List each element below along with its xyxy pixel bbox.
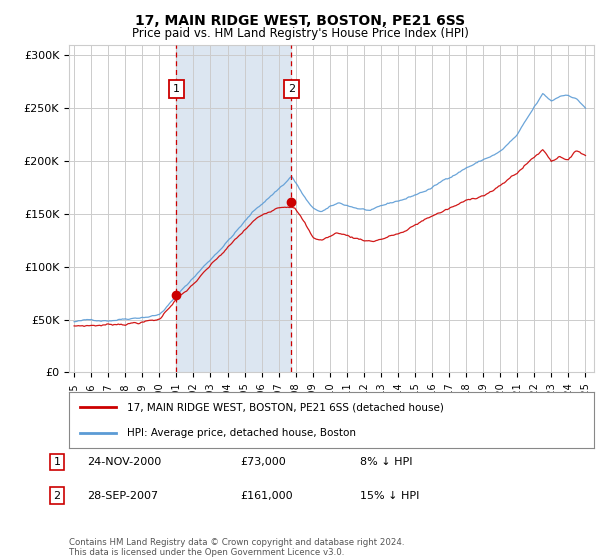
- Text: 15% ↓ HPI: 15% ↓ HPI: [360, 491, 419, 501]
- Text: 1: 1: [53, 457, 61, 467]
- Text: 28-SEP-2007: 28-SEP-2007: [87, 491, 158, 501]
- Text: £73,000: £73,000: [240, 457, 286, 467]
- Text: 17, MAIN RIDGE WEST, BOSTON, PE21 6SS (detached house): 17, MAIN RIDGE WEST, BOSTON, PE21 6SS (d…: [127, 402, 443, 412]
- Text: HPI: Average price, detached house, Boston: HPI: Average price, detached house, Bost…: [127, 428, 356, 438]
- Text: Price paid vs. HM Land Registry's House Price Index (HPI): Price paid vs. HM Land Registry's House …: [131, 27, 469, 40]
- Text: 8% ↓ HPI: 8% ↓ HPI: [360, 457, 413, 467]
- Text: 2: 2: [288, 84, 295, 94]
- Text: 2: 2: [53, 491, 61, 501]
- Text: 17, MAIN RIDGE WEST, BOSTON, PE21 6SS: 17, MAIN RIDGE WEST, BOSTON, PE21 6SS: [135, 14, 465, 28]
- Text: Contains HM Land Registry data © Crown copyright and database right 2024.
This d: Contains HM Land Registry data © Crown c…: [69, 538, 404, 557]
- Text: 1: 1: [173, 84, 180, 94]
- Text: £161,000: £161,000: [240, 491, 293, 501]
- Text: 24-NOV-2000: 24-NOV-2000: [87, 457, 161, 467]
- Bar: [176, 45, 292, 372]
